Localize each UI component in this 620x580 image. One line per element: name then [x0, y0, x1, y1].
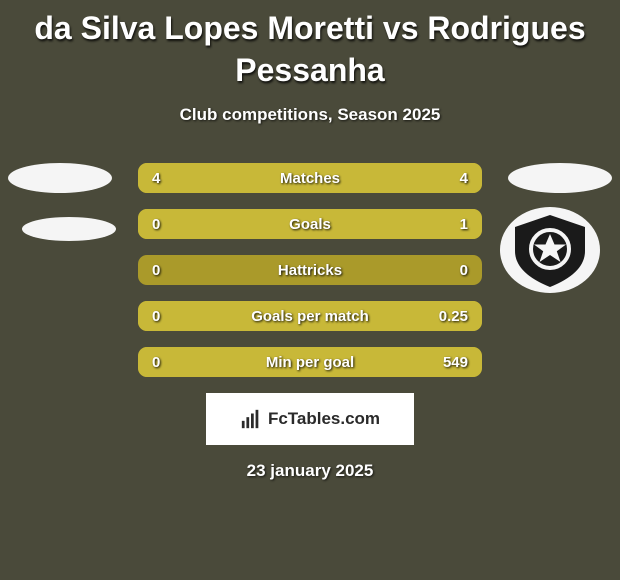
- publish-date: 23 january 2025: [0, 461, 620, 481]
- stat-bars: 44Matches 01Goals 00Hattricks 00.25Goals pe…: [138, 163, 482, 377]
- player-left-badge-bottom-icon: [22, 217, 116, 241]
- stat-label: Min per goal: [138, 347, 482, 377]
- player-left-badge-top-icon: [8, 163, 112, 193]
- stat-row: 00.25Goals per match: [138, 301, 482, 331]
- stat-label: Hattricks: [138, 255, 482, 285]
- stat-label: Matches: [138, 163, 482, 193]
- player-right-club-shield-icon: [500, 207, 600, 293]
- fctables-logo: FcTables.com: [206, 393, 414, 445]
- player-right-badge-top-icon: [508, 163, 612, 193]
- stat-row: 00Hattricks: [138, 255, 482, 285]
- stat-row: 44Matches: [138, 163, 482, 193]
- stat-label: Goals: [138, 209, 482, 239]
- stat-row: 0549Min per goal: [138, 347, 482, 377]
- fctables-logo-text: FcTables.com: [268, 409, 380, 429]
- stats-area: 44Matches 01Goals 00Hattricks 00.25Goals pe…: [0, 163, 620, 377]
- stat-row: 01Goals: [138, 209, 482, 239]
- page-subtitle: Club competitions, Season 2025: [0, 105, 620, 125]
- stat-label: Goals per match: [138, 301, 482, 331]
- page-title: da Silva Lopes Moretti vs Rodrigues Pess…: [0, 0, 620, 91]
- bar-chart-icon: [240, 408, 262, 430]
